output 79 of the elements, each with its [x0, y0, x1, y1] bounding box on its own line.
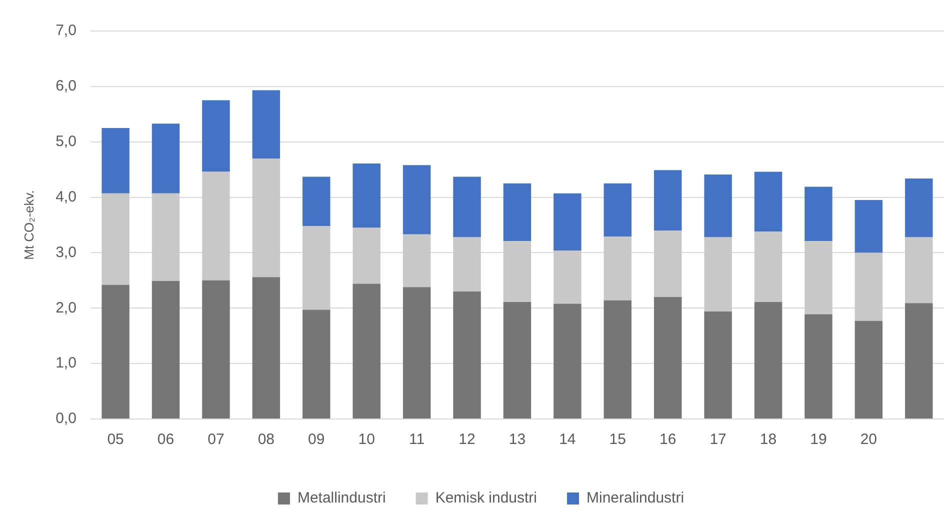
bar	[654, 170, 682, 231]
bar	[754, 302, 782, 418]
bar	[102, 284, 130, 418]
bar	[352, 228, 380, 284]
bar	[252, 277, 280, 418]
x-tick-label: 15	[609, 431, 626, 448]
x-tick-label: 10	[358, 431, 375, 448]
bar	[302, 176, 330, 226]
bar	[503, 241, 532, 302]
bar	[704, 174, 732, 238]
bar	[503, 302, 532, 418]
bar	[754, 172, 782, 232]
y-tick-label: 2,0	[56, 299, 76, 316]
y-tick-label: 3,0	[56, 244, 76, 261]
x-tick-label: 16	[660, 431, 676, 448]
bar	[252, 158, 280, 278]
legend-label: Metallindustri	[297, 490, 386, 507]
bar	[704, 237, 732, 312]
legend-label: Kemisk industri	[435, 490, 538, 507]
x-tick-label: 12	[458, 431, 476, 448]
bar	[453, 237, 481, 292]
bar	[352, 163, 380, 228]
bar	[252, 90, 280, 158]
bar	[804, 314, 832, 418]
bar	[453, 292, 481, 418]
bar	[604, 183, 632, 237]
bar	[854, 200, 883, 253]
bar	[554, 250, 582, 304]
bar	[804, 186, 832, 242]
bar	[152, 280, 180, 418]
bar	[352, 284, 380, 418]
bar	[453, 176, 481, 238]
bar	[554, 304, 582, 418]
y-tick-label: 6,0	[56, 78, 76, 95]
bar	[704, 311, 732, 418]
bar	[152, 124, 180, 194]
y-tick-label: 4,0	[56, 188, 76, 206]
bar	[604, 236, 632, 300]
bar	[905, 237, 933, 304]
bar	[854, 252, 883, 321]
bar	[202, 172, 230, 280]
x-tick-label: 17	[710, 431, 726, 448]
bar	[654, 297, 682, 418]
y-axis-title: Mt CO₂-ekv.	[21, 190, 36, 260]
y-tick-label: 5,0	[56, 133, 76, 150]
bar	[202, 100, 230, 172]
y-tick-label: 7,0	[56, 22, 76, 40]
x-tick-label: 18	[760, 431, 777, 448]
bar	[302, 226, 330, 310]
bar	[604, 300, 632, 418]
y-tick-label: 0,0	[56, 410, 76, 428]
bar	[302, 310, 330, 418]
bar	[202, 280, 230, 418]
bar	[754, 232, 782, 302]
bar	[102, 193, 130, 285]
bar	[402, 165, 431, 234]
bar	[102, 128, 130, 194]
x-tick-label: 09	[308, 431, 325, 448]
x-tick-label: 08	[258, 431, 275, 448]
x-tick-label: 13	[508, 431, 526, 448]
bar	[402, 234, 431, 288]
y-tick-label: 1,0	[56, 354, 76, 372]
bar	[554, 193, 582, 250]
x-tick-label: 06	[157, 431, 174, 448]
bar	[654, 230, 682, 298]
x-tick-label: 11	[409, 431, 425, 448]
x-tick-label: 14	[559, 431, 576, 448]
x-tick-label: 19	[810, 431, 827, 448]
bar	[854, 320, 883, 418]
bar	[905, 303, 933, 418]
bar	[152, 193, 180, 281]
bar	[402, 287, 431, 418]
bar	[804, 241, 832, 314]
x-tick-label: 05	[107, 431, 124, 448]
bar	[905, 178, 933, 238]
x-tick-label: 20	[860, 431, 878, 448]
bar	[503, 183, 532, 242]
x-tick-label: 07	[208, 431, 224, 448]
legend-label: Mineralindustri	[586, 490, 684, 507]
